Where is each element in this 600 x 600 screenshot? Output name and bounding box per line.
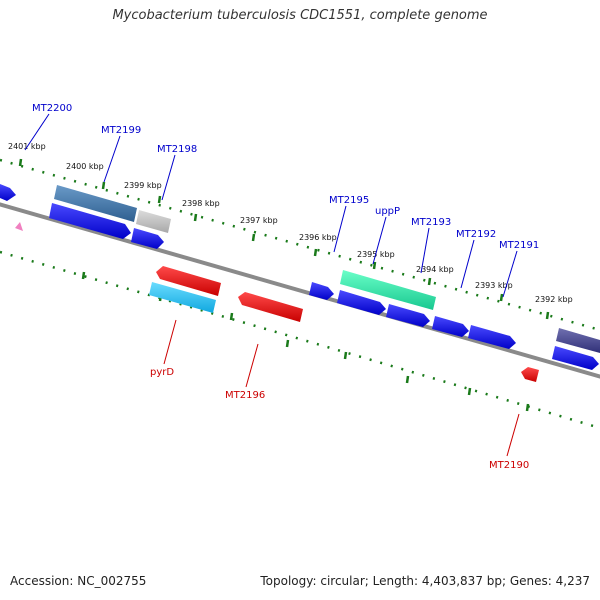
kbp-label: 2392 kbp [535,295,573,304]
gene-label: MT2200 [32,103,72,114]
genome-summary-text: Topology: circular; Length: 4,403,837 bp… [260,574,590,588]
kbp-label: 2394 kbp [416,265,454,274]
kbp-label: 2397 kbp [240,216,278,225]
gene-label: MT2192 [456,229,496,240]
accession-text: Accession: NC_002755 [10,574,147,588]
gene-arrow [552,346,599,370]
gene-arrow [131,228,164,249]
gene-arrow [49,203,131,239]
gene-label: MT2195 [329,195,369,206]
kbp-label: 2398 kbp [182,199,220,208]
gene-arrow [337,290,386,315]
forward-gene-labels: MT2200 MT2199 MT2198 MT2195 uppP MT2193 … [32,103,539,251]
kbp-label: 2396 kbp [299,233,337,242]
forward-genes [0,184,600,370]
gene-arrow [309,282,334,300]
gene-label: MT2199 [101,125,141,136]
gene-arrow [15,222,23,231]
inner-major-ticks [81,271,530,412]
gene-label: MT2196 [225,390,265,401]
gene-label: MT2198 [157,144,197,155]
gene-arrow [149,282,216,313]
gene-arrow [386,304,430,327]
gene-arrow [156,266,221,296]
gene-arrow [238,292,303,322]
gene-arrow [340,270,436,310]
gene-arrow [468,325,516,349]
gene-label: pyrD [150,367,174,378]
reverse-genes [15,222,539,382]
callout-lines [24,113,520,457]
kbp-label: 2400 kbp [66,162,104,171]
gene-arrow [136,210,171,233]
gene-label: MT2193 [411,217,451,228]
map-title: Mycobacterium tuberculosis CDC1551, comp… [112,8,488,23]
kbp-label: 2399 kbp [124,181,162,190]
reverse-gene-labels: pyrD MT2196 MT2190 [150,367,529,471]
kbp-label: 2393 kbp [475,281,513,290]
outer-major-ticks [18,158,550,320]
gene-label: uppP [375,206,400,217]
gene-arrow [556,328,600,353]
gene-arrow [0,184,16,201]
gene-arrow [432,316,469,337]
gene-label: MT2191 [499,240,539,251]
gene-arrow [54,185,137,222]
gene-label: MT2190 [489,460,529,471]
genome-backbone [0,202,600,379]
gene-arrow [521,367,539,382]
